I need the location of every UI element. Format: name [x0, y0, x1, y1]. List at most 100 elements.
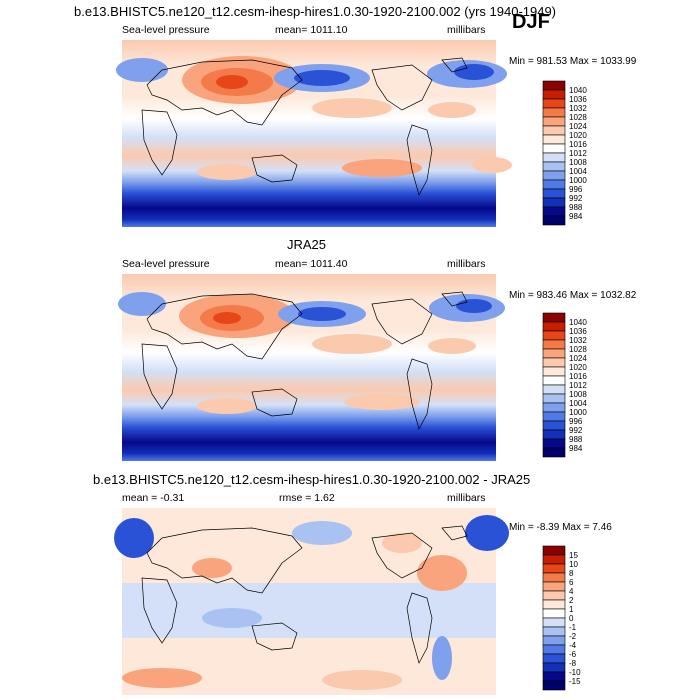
- colorbar-tick-label: 988: [569, 203, 583, 212]
- panel3-rmse: rmse = 1.62: [279, 492, 335, 504]
- colorbar-swatch: [542, 545, 566, 556]
- panel1-colorbar: 1040103610321028102410201016101210081004…: [542, 80, 587, 226]
- colorbar-swatch: [542, 680, 566, 691]
- colorbar-tick-label: 0: [569, 614, 574, 623]
- colorbar-tick-label: 8: [569, 569, 574, 578]
- colorbar-swatch: [542, 170, 566, 181]
- colorbar-swatch: [542, 98, 566, 109]
- colorbar-swatch: [542, 125, 566, 136]
- panel2-mean: mean= 1011.40: [275, 258, 348, 270]
- panel2-minmax: Min = 983.46 Max = 1032.82: [509, 290, 637, 301]
- colorbar-swatch: [542, 339, 566, 350]
- colorbar-tick-label: -2: [569, 632, 577, 641]
- colorbar-tick-label: 1040: [569, 86, 587, 95]
- panel2-title: JRA25: [287, 237, 327, 252]
- colorbar-tick-label: 988: [569, 435, 583, 444]
- figure-title: b.e13.BHISTC5.ne120_t12.cesm-ihesp-hires…: [74, 4, 557, 19]
- colorbar-tick-label: 1032: [569, 336, 587, 345]
- colorbar-swatch: [542, 554, 566, 565]
- colorbar-swatch: [542, 366, 566, 377]
- panel3-title: b.e13.BHISTC5.ne120_t12.cesm-ihesp-hires…: [93, 472, 531, 487]
- colorbar-swatch: [542, 411, 566, 422]
- colorbar-swatch: [542, 617, 566, 628]
- colorbar-tick-label: 1012: [569, 149, 587, 158]
- colorbar-tick-label: 992: [569, 194, 583, 203]
- colorbar-swatch: [542, 80, 566, 91]
- colorbar-swatch: [542, 152, 566, 163]
- colorbar-tick-label: 1036: [569, 95, 587, 104]
- colorbar-tick-label: 2: [569, 596, 574, 605]
- colorbar-tick-label: 1008: [569, 158, 587, 167]
- colorbar-swatch: [542, 188, 566, 199]
- colorbar-tick-label: 1020: [569, 363, 587, 372]
- colorbar-tick-label: -15: [569, 677, 581, 686]
- colorbar-tick-label: 1004: [569, 399, 587, 408]
- panel3-minmax: Min = -8.39 Max = 7.46: [509, 522, 612, 533]
- colorbar-tick-label: 1000: [569, 408, 587, 417]
- colorbar-swatch: [542, 653, 566, 664]
- panel2-colorbar: 1040103610321028102410201016101210081004…: [542, 312, 587, 458]
- colorbar-tick-label: 992: [569, 426, 583, 435]
- colorbar-tick-label: -10: [569, 668, 581, 677]
- colorbar-swatch: [542, 384, 566, 395]
- colorbar-swatch: [542, 447, 566, 458]
- colorbar-tick-label: -4: [569, 641, 577, 650]
- colorbar-swatch: [542, 590, 566, 601]
- panel1-map: [116, 40, 512, 227]
- colorbar-swatch: [542, 161, 566, 172]
- colorbar-swatch: [542, 671, 566, 682]
- colorbar-swatch: [542, 644, 566, 655]
- colorbar-swatch: [542, 402, 566, 413]
- colorbar-tick-label: 1024: [569, 354, 587, 363]
- panel3-map: [114, 508, 509, 695]
- colorbar-tick-label: -8: [569, 659, 577, 668]
- colorbar-swatch: [542, 107, 566, 118]
- colorbar-tick-label: 6: [569, 578, 574, 587]
- colorbar-tick-label: 1028: [569, 345, 587, 354]
- colorbar-swatch: [542, 599, 566, 610]
- colorbar-tick-label: 1024: [569, 122, 587, 131]
- colorbar-tick-label: 1016: [569, 372, 587, 381]
- colorbar-swatch: [542, 572, 566, 583]
- colorbar-tick-label: 1028: [569, 113, 587, 122]
- colorbar-swatch: [542, 357, 566, 368]
- colorbar-swatch: [542, 206, 566, 217]
- colorbar-swatch: [542, 312, 566, 323]
- colorbar-swatch: [542, 581, 566, 592]
- colorbar-swatch: [542, 179, 566, 190]
- panel1-mean: mean= 1011.10: [275, 24, 348, 36]
- colorbar-tick-label: -6: [569, 650, 577, 659]
- colorbar-tick-label: 1012: [569, 381, 587, 390]
- colorbar-tick-label: 1000: [569, 176, 587, 185]
- colorbar-tick-label: -1: [569, 623, 577, 632]
- colorbar-swatch: [542, 197, 566, 208]
- colorbar-tick-label: 1032: [569, 104, 587, 113]
- colorbar-tick-label: 1: [569, 605, 574, 614]
- colorbar-tick-label: 4: [569, 587, 574, 596]
- colorbar-tick-label: 1008: [569, 390, 587, 399]
- colorbar-tick-label: 1016: [569, 140, 587, 149]
- colorbar-swatch: [542, 393, 566, 404]
- colorbar-swatch: [542, 348, 566, 359]
- colorbar-swatch: [542, 626, 566, 637]
- colorbar-tick-label: 1036: [569, 327, 587, 336]
- panel1-variable: Sea-level pressure: [122, 24, 210, 36]
- colorbar-swatch: [542, 438, 566, 449]
- colorbar-tick-label: 996: [569, 185, 583, 194]
- season-label: DJF: [512, 11, 550, 33]
- colorbar-swatch: [542, 662, 566, 673]
- panel2-units: millibars: [447, 258, 486, 270]
- colorbar-swatch: [542, 89, 566, 100]
- panel1-units: millibars: [447, 24, 486, 36]
- panel2-variable: Sea-level pressure: [122, 258, 210, 270]
- colorbar-swatch: [542, 134, 566, 145]
- panel2-map: [118, 274, 505, 461]
- colorbar-tick-label: 10: [569, 560, 578, 569]
- colorbar-tick-label: 1040: [569, 318, 587, 327]
- colorbar-swatch: [542, 635, 566, 646]
- colorbar-swatch: [542, 375, 566, 386]
- panel3-units: millibars: [447, 492, 486, 504]
- panel3-mean: mean = -0.31: [122, 492, 185, 504]
- colorbar-swatch: [542, 321, 566, 332]
- colorbar-tick-label: 15: [569, 551, 578, 560]
